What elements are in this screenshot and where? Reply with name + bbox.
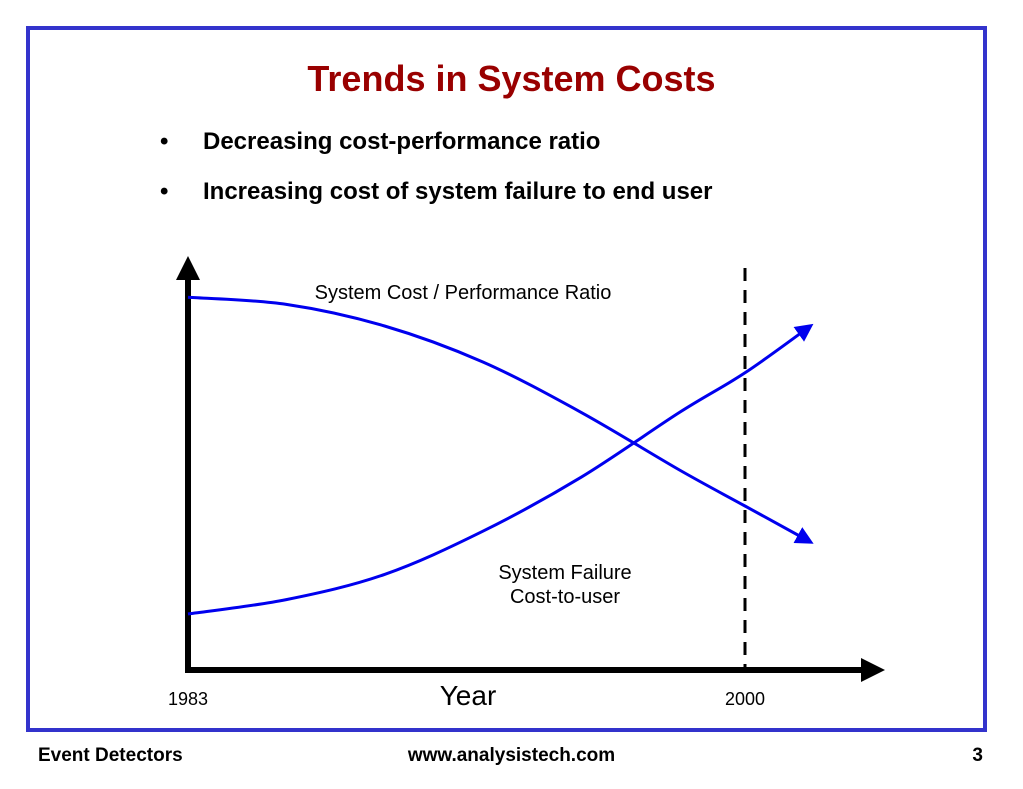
bullet-text: Increasing cost of system failure to end… [203,178,713,205]
bullet-item: • Increasing cost of system failure to e… [160,178,712,228]
bullet-dot: • [160,178,169,205]
series-label-failure-line1: System Failure [498,562,631,584]
series-line-failure-cost [187,323,814,616]
slide-border [26,26,987,732]
x-axis-title: Year [440,680,497,711]
bullet-list: • Decreasing cost-performance ratio • In… [160,128,712,228]
footer-url: www.analysistech.com [407,745,616,766]
slide-title: Trends in System Costs [307,58,716,99]
bullet-text: Decreasing cost-performance ratio [203,128,601,155]
series-label-failure-line2: Cost-to-user [510,586,620,608]
bullet-dot: • [160,128,169,155]
y-axis-arrow-icon [176,256,200,280]
x-tick-label-end: 2000 [725,689,765,709]
page-number: 3 [972,745,983,766]
footer-left: Event Detectors [38,745,183,766]
x-axis-arrow-icon [861,658,885,682]
bullet-item: • Decreasing cost-performance ratio [160,128,712,178]
series-label-cost-performance: System Cost / Performance Ratio [315,282,612,304]
series-line-cost-performance [187,295,814,544]
x-tick-label-start: 1983 [168,689,208,709]
